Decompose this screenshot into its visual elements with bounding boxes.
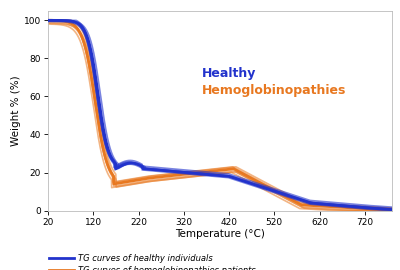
Legend: TG curves of healthy individuals, TG curves of hemoglobinopathies patients: TG curves of healthy individuals, TG cur…: [45, 251, 259, 270]
Text: Hemoglobinopathies: Hemoglobinopathies: [202, 84, 346, 97]
Y-axis label: Weight % (%): Weight % (%): [11, 75, 21, 146]
Text: Healthy: Healthy: [202, 67, 256, 80]
X-axis label: Temperature (°C): Temperature (°C): [175, 229, 265, 239]
